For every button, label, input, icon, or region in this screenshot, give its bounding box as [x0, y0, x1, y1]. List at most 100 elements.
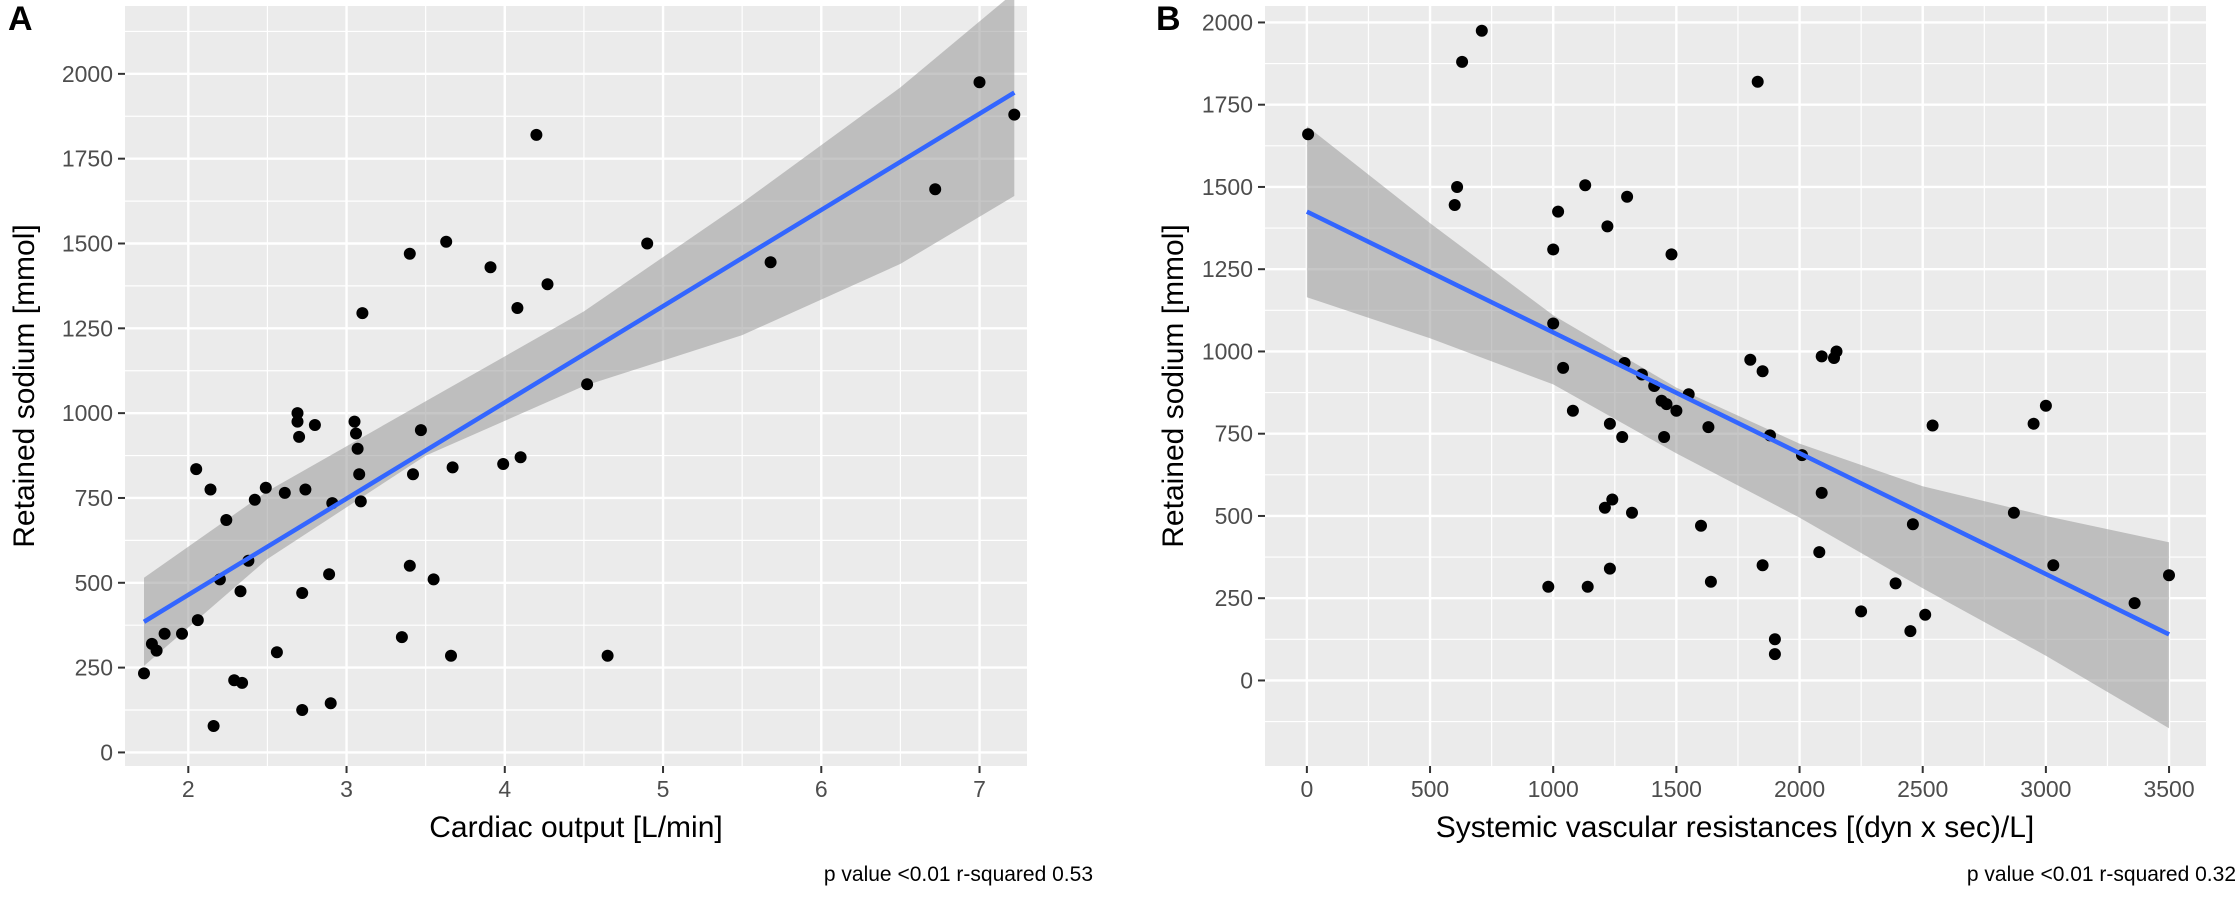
panel-b-y-tick-label: 1000	[1202, 338, 1253, 364]
panel-b-data-point	[1815, 486, 1828, 499]
panel-a-data-point	[353, 468, 366, 481]
panel-a-x-tick-label: 2	[182, 776, 195, 802]
panel-a-data-point	[354, 495, 367, 508]
panel-a-x-tick-label: 4	[498, 776, 511, 802]
panel-b-data-point	[1601, 220, 1614, 233]
panel-b-data-point	[1813, 546, 1826, 559]
panel-b-y-axis-title: Retained sodium [mmol]	[1157, 224, 1190, 547]
panel-b-x-tick-label: 1500	[1651, 776, 1702, 802]
panel-b-data-point	[2128, 597, 2141, 610]
panel-a-x-ticks: 2 3 4 5 6 7	[182, 766, 986, 802]
panel-a-data-point	[541, 278, 554, 291]
panel-a-data-point	[395, 631, 408, 644]
panel-a-data-point	[293, 430, 306, 443]
panel-a-data-point	[296, 704, 309, 716]
panel-a-data-point	[1008, 108, 1021, 121]
panel-a-x-axis-title: Cardiac output [L/min]	[429, 811, 722, 844]
panel-b-data-point	[1557, 361, 1570, 374]
panel-a-data-point	[323, 568, 336, 581]
panel-a-data-point	[351, 442, 364, 455]
panel-a-data-point	[234, 585, 247, 598]
panel-b-data-point	[1926, 419, 1939, 432]
panel-b-data-point	[1598, 501, 1611, 514]
panel-a-data-point	[190, 463, 203, 476]
panel-b-y-tick-label: 1250	[1202, 256, 1253, 282]
panel-b-data-point	[1451, 181, 1464, 193]
panel-a-data-point	[191, 614, 204, 627]
panel-b-data-point	[1830, 345, 1843, 358]
panel-a-data-point	[403, 559, 416, 572]
panel-a-data-point	[278, 486, 291, 499]
panel-b-data-point	[1889, 577, 1902, 590]
panel-b-data-point	[1547, 317, 1560, 330]
panel-b-data-point	[1919, 608, 1932, 621]
panel-b-stat-annotation: p value <0.01 r-squared 0.32	[1967, 863, 2236, 886]
panel-b-points	[1302, 24, 2175, 661]
panel-a-y-tick-label: 2000	[62, 61, 113, 87]
panel-a-data-point	[296, 587, 309, 599]
panel-a-y-tick-label: 1250	[62, 315, 113, 341]
panel-a-data-point	[138, 667, 150, 680]
panel-a-points	[138, 76, 1021, 732]
panel-a-data-point	[601, 649, 614, 662]
panel-b-data-point	[1542, 580, 1555, 593]
panel-a-data-point	[427, 573, 440, 586]
panel-a-data-point	[414, 424, 427, 437]
panel-b-y-tick-label: 2000	[1202, 9, 1253, 35]
panel-b-x-tick-label: 3000	[2020, 776, 2071, 802]
panel-a-data-point	[291, 407, 304, 420]
panel-b-x-axis-title: Systemic vascular resistances [(dyn x se…	[1436, 811, 2035, 844]
panel-a-y-tick-label: 750	[75, 485, 113, 511]
panel-b-data-point	[1448, 199, 1461, 211]
panel-a-y-tick-label: 1500	[62, 231, 113, 257]
panel-b-data-point	[2039, 399, 2052, 412]
panel-b-x-tick-label: 0	[1300, 776, 1313, 802]
panel-b-x-tick-label: 500	[1411, 776, 1449, 802]
panel-a-x-tick-label: 3	[340, 776, 353, 802]
panel-b-y-ticks: 0 250 500 750 1000 1250 1500 1750 2000	[1202, 9, 1265, 693]
panel-b-data-point	[1660, 398, 1673, 411]
panel-b-data-point	[1768, 648, 1781, 661]
panel-b-data-point	[1547, 243, 1560, 256]
panel-a-data-point	[150, 644, 163, 657]
panel-b-data-point	[1756, 559, 1769, 572]
panel-a-data-point	[259, 481, 272, 494]
panel-a-data-point	[291, 415, 304, 428]
panel-a-letter: A	[8, 0, 33, 38]
panel-a-data-point	[350, 427, 362, 440]
panel-b-data-point	[1906, 518, 1919, 531]
panel-b-data-point	[1579, 179, 1592, 192]
panel-b-y-tick-label: 0	[1240, 667, 1253, 693]
panel-a-data-point	[176, 627, 188, 640]
panel-a-data-point	[220, 514, 233, 526]
panel-b-regression-line	[1305, 209, 2171, 637]
panel-a-data-point	[973, 76, 986, 89]
panel-b-data-point	[1581, 580, 1594, 593]
panel-b-data-point	[1475, 24, 1488, 37]
panel-b-letter: B	[1156, 0, 1181, 38]
panel-b-y-tick-label: 250	[1215, 585, 1253, 611]
panel-a-stat-annotation: p value <0.01 r-squared 0.53	[824, 863, 1093, 886]
panel-b-data-point	[2027, 417, 2040, 430]
panel-a-y-tick-label: 1000	[62, 400, 113, 426]
panel-b-x-ticks: 0 500 1000 1500 2000 2500 3000 3500	[1300, 766, 2195, 802]
panel-a-data-point	[530, 128, 543, 141]
panel-b-data-point	[1603, 417, 1616, 430]
panel-a-data-point	[641, 237, 654, 250]
panel-b-data-point	[1670, 404, 1683, 417]
panel-a-y-tick-label: 250	[75, 655, 113, 681]
panel-a-regression-line	[142, 90, 1016, 624]
panel-b-data-point	[1756, 365, 1769, 378]
panel-a-confidence-band	[144, 0, 1015, 666]
panel-a-data-point	[248, 493, 261, 506]
panel-a-x-tick-label: 6	[815, 776, 828, 802]
panel-b-data-point	[1566, 404, 1579, 417]
panel-b-data-point	[2163, 569, 2175, 582]
panel-a-data-point	[324, 697, 337, 710]
panel-b-data-point	[1744, 353, 1757, 366]
panel-b-data-point	[2047, 559, 2060, 572]
panel-a-data-point	[207, 720, 220, 732]
panel-b-data-point	[1626, 506, 1638, 519]
